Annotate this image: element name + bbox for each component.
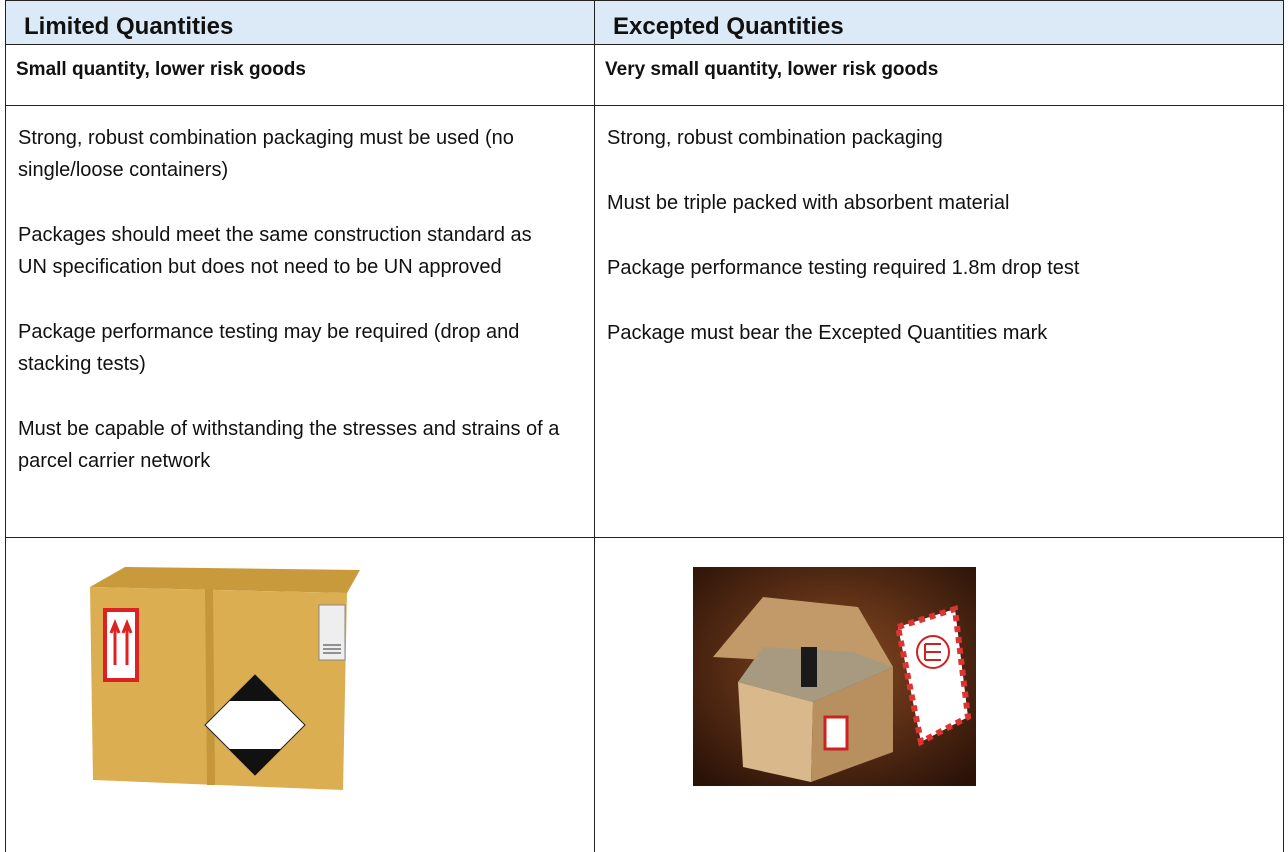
excepted-package-image [693, 567, 976, 786]
requirement: Package performance testing may be requi… [18, 321, 520, 375]
header: Excepted Quantities [613, 13, 844, 40]
box-image [85, 565, 365, 795]
subheader-cell: Very small quantity, lower risk goods [594, 44, 1284, 106]
subheader: Very small quantity, lower risk goods [605, 59, 939, 80]
header-cell: Excepted Quantities [594, 0, 1284, 45]
subheader-cell: Small quantity, lower risk goods [5, 44, 595, 106]
requirement: Must be capable of withstanding the stre… [18, 418, 560, 472]
requirement: Strong, robust combination packaging [607, 127, 943, 149]
header: Limited Quantities [24, 13, 234, 40]
requirement: Must be triple packed with absorbent mat… [607, 192, 1010, 214]
image-cell [5, 537, 595, 852]
subheader: Small quantity, lower risk goods [16, 59, 306, 80]
requirement: Packages should meet the same constructi… [18, 224, 532, 278]
requirement: Strong, robust combination packaging mus… [18, 127, 514, 181]
requirement: Package must bear the Excepted Quantitie… [607, 322, 1048, 344]
image-cell [594, 537, 1284, 852]
requirements-cell: Strong, robust combination packaging Must… [594, 105, 1284, 538]
requirement: Package performance testing required 1.8… [607, 257, 1080, 279]
header-cell: Limited Quantities [5, 0, 595, 45]
requirements-cell: Strong, robust combination packaging mus… [5, 105, 595, 538]
